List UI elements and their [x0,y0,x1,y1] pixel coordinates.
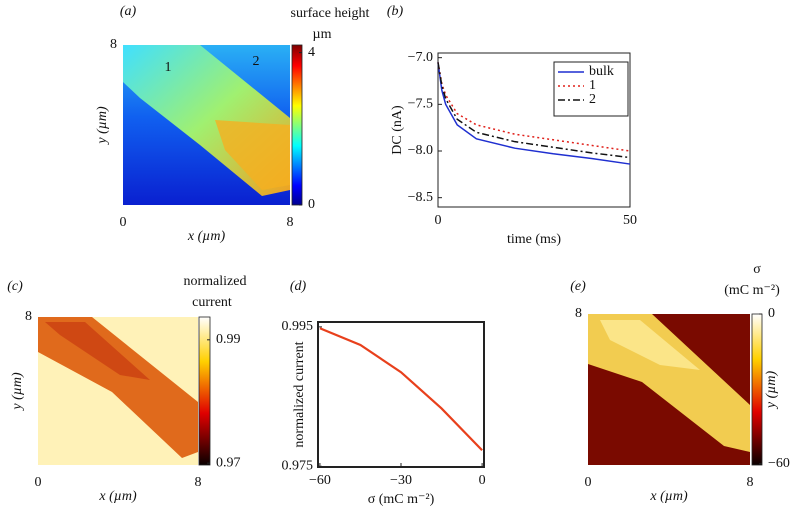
y-tick-label: −7.0 [408,50,433,65]
panel-label: (a) [120,4,137,19]
panel-label: (b) [387,4,404,19]
colorbar-tick-label: 0.97 [216,455,241,470]
y-axis-label: y (µm) [95,106,110,146]
x-axis-label: x (µm) [187,229,226,244]
y-tick-label: 8 [25,309,32,324]
line [319,327,483,452]
y-tick-label: −8.5 [408,190,433,205]
colorbar-tick-label: 0 [768,306,775,321]
x-tick-label: 0 [120,215,127,230]
x-tick-label: −60 [309,473,331,488]
heatmap-image-a [123,45,290,205]
legend-box [553,61,629,117]
x-tick-label: 8 [747,475,754,490]
x-tick-label: 0 [585,475,592,490]
y-tick-label: 0.995 [282,319,314,334]
colorbar-title: µm [313,27,332,42]
heatmap-image-e [588,314,750,465]
x-tick-label: 0 [35,475,42,490]
plot-frame [317,321,485,468]
legend-label: bulk [589,64,614,79]
panel-label: (e) [570,279,586,294]
colorbar-tick-label: 0.99 [216,332,241,347]
colorbar-title: normalized [184,274,247,289]
colorbar-title: (mC m⁻²) [724,283,780,298]
colorbar [291,44,303,206]
x-tick-label: 0 [479,473,486,488]
x-axis-label: time (ms) [507,232,561,247]
y-tick-label: 0.975 [282,459,314,474]
colorbar-title: σ [753,262,761,277]
heatmap-image-c [38,317,198,465]
legend-label: 2 [589,92,596,107]
x-axis-label: x (µm) [649,489,688,504]
y-axis-label: y (µm) [10,372,25,412]
x-tick-label: 0 [435,213,442,228]
y-tick-label: 8 [110,37,117,52]
x-axis-label: x (µm) [98,489,137,504]
y-axis-label: normalized current [292,341,307,447]
y-tick-label: −8.0 [408,143,433,158]
legend-label: 1 [589,78,596,93]
colorbar [198,316,211,466]
colorbar-title: surface height [291,6,370,21]
colorbar-tick-label: 4 [308,45,315,60]
x-tick-label: 50 [623,213,637,228]
x-axis-label: σ (mC m⁻²) [368,492,435,507]
y-axis-label: DC (nA) [390,105,405,155]
x-tick-label: −30 [390,473,412,488]
y-tick-label: 8 [575,306,582,321]
line [437,62,631,165]
panel-label: (c) [7,279,23,294]
x-tick-label: 8 [195,475,202,490]
plot-frame [437,52,631,208]
annotation: 1 [165,60,172,75]
colorbar [751,313,763,466]
colorbar-tick-label: 0 [308,197,315,212]
panel-label: (d) [290,279,307,294]
y-axis-label: y (µm) [764,371,779,411]
colorbar-title: current [192,295,232,310]
colorbar-tick-label: −60 [768,456,790,471]
annotation: 2 [253,54,260,69]
y-tick-label: −7.5 [408,97,433,112]
x-tick-label: 8 [287,215,294,230]
